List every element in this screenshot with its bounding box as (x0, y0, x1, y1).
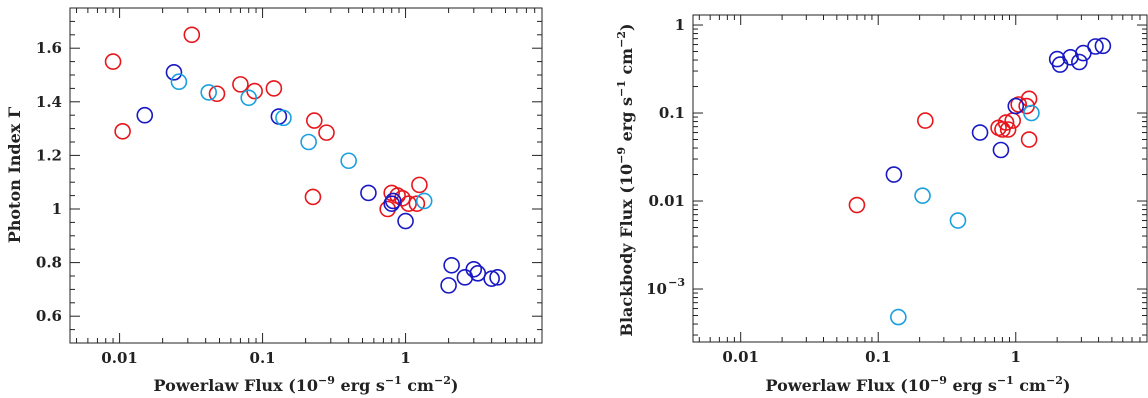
cyan-data-point (275, 109, 292, 127)
blue-data-point (165, 64, 183, 81)
blue-data-point (136, 106, 154, 124)
red-data-point (318, 124, 335, 141)
x-tick-label: 0.01 (722, 348, 759, 366)
red-data-point (411, 176, 428, 194)
left-plot-frame (69, 7, 543, 344)
blue-data-point (443, 256, 460, 274)
blue-data-point (1087, 38, 1104, 55)
red-data-point (232, 76, 249, 93)
right-plot-frame (692, 14, 1148, 343)
cyan-data-point (890, 308, 907, 326)
red-data-point (1020, 131, 1038, 148)
left-ticks (70, 7, 543, 344)
left-chart: 0.01 0.1 1 0.6 0.8 1 1.2 1.4 1.6 Powerlaw Flux (… (5, 7, 543, 395)
y-tick-label: 1.2 (36, 146, 62, 164)
cyan-data-point (914, 187, 931, 204)
blue-data-point (465, 260, 483, 278)
blue-data-point (971, 124, 989, 141)
blue-data-point (483, 270, 500, 287)
y-tick-exponent: −3 (668, 276, 685, 289)
red-data-point (999, 121, 1017, 138)
right-y-axis-title: Blackbody Flux (10−9 erg s−1 cm−2) (615, 23, 636, 336)
cyan-data-point (300, 133, 317, 151)
right-tick-labels: 0.01 0.1 1 10 −3 0.01 0.1 1 (646, 16, 1021, 366)
y-tick-label: 0.1 (659, 104, 685, 122)
left-markers (104, 26, 506, 294)
blue-data-point (360, 184, 377, 202)
red-data-point (917, 112, 934, 129)
x-tick-label: 1 (400, 349, 410, 367)
red-data-point (997, 114, 1015, 131)
y-tick-label: 1 (675, 16, 685, 34)
red-data-point (848, 196, 866, 214)
y-tick-label: 0.01 (648, 192, 685, 210)
cyan-data-point (949, 212, 967, 229)
right-markers (848, 37, 1112, 326)
blue-data-point (1071, 53, 1088, 71)
blue-data-point (440, 277, 457, 294)
y-tick-label: 10 (646, 280, 667, 298)
blue-data-point (469, 265, 487, 282)
red-data-point (408, 195, 426, 212)
cyan-data-point (170, 73, 188, 90)
y-tick-label: 0.8 (36, 254, 62, 272)
blue-data-point (384, 192, 402, 210)
cyan-data-point (240, 89, 258, 107)
cyan-data-point (340, 152, 357, 170)
right-ticks (693, 15, 1148, 342)
y-tick-label: 0.6 (36, 307, 62, 325)
red-data-point (183, 26, 201, 44)
cyan-data-point (415, 192, 433, 210)
left-tick-labels: 0.01 0.1 1 0.6 0.8 1 1.2 1.4 1.6 (36, 39, 411, 367)
cyan-data-point (1023, 104, 1040, 122)
red-data-point (265, 80, 283, 97)
red-data-point (208, 85, 226, 103)
right-chart: 0.01 0.1 1 10 −3 0.01 0.1 1 Powerlaw Flux (10−9… (615, 14, 1148, 395)
red-data-point (305, 112, 323, 129)
blue-data-point (1007, 97, 1025, 115)
y-tick-label: 1.4 (36, 93, 62, 111)
blue-data-point (397, 212, 414, 230)
red-data-point (114, 122, 131, 140)
y-tick-label: 1 (52, 200, 62, 218)
left-y-axis-title: Photon Index Γ (5, 106, 24, 243)
red-data-point (1010, 96, 1027, 113)
blue-data-point (1094, 37, 1112, 55)
blue-data-point (1051, 56, 1069, 73)
blue-data-point (489, 269, 506, 286)
right-x-axis-title: Powerlaw Flux (10−9 erg s−1 cm−2) (766, 374, 1071, 395)
blue-data-point (885, 166, 903, 183)
blue-data-point (992, 141, 1010, 159)
red-data-point (304, 188, 322, 206)
blue-data-point (383, 195, 401, 212)
x-tick-label: 0.1 (250, 349, 276, 367)
left-x-axis-title: Powerlaw Flux (10−9 erg s−1 cm−2) (154, 374, 459, 395)
x-tick-label: 1 (1011, 348, 1021, 366)
red-data-point (104, 53, 122, 70)
y-tick-label: 1.6 (36, 39, 62, 57)
cyan-data-point (200, 84, 218, 101)
x-tick-label: 0.01 (101, 349, 138, 367)
x-tick-label: 0.1 (865, 348, 891, 366)
red-data-point (394, 189, 411, 207)
